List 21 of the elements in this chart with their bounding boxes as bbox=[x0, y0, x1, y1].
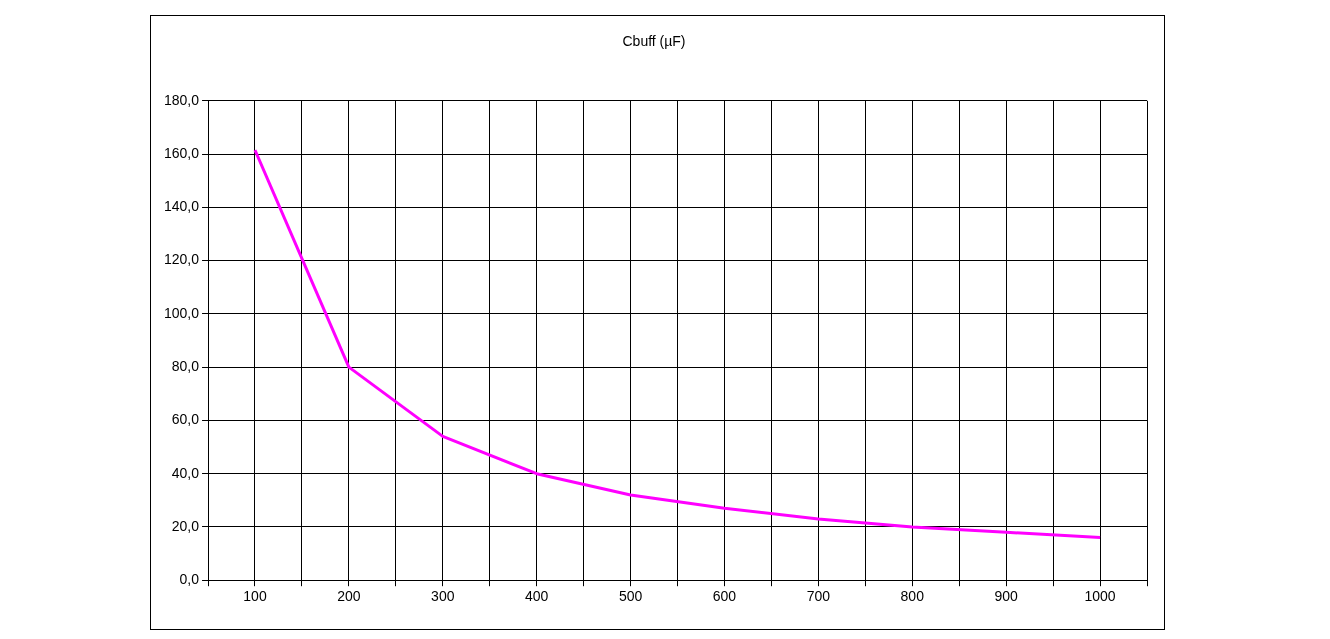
y-tick-label: 60,0 bbox=[171, 411, 200, 428]
x-tick-label: 200 bbox=[337, 588, 361, 605]
y-tick-label: 180,0 bbox=[163, 91, 200, 108]
y-tick-label: 120,0 bbox=[163, 251, 200, 268]
x-tick-label: 100 bbox=[243, 588, 267, 605]
y-tick-label: 0,0 bbox=[179, 571, 200, 588]
x-tick-label: 900 bbox=[994, 588, 1019, 605]
y-tick-label: 40,0 bbox=[171, 464, 200, 481]
x-tick-label: 600 bbox=[712, 588, 737, 605]
y-tick-label: 140,0 bbox=[163, 198, 200, 215]
y-tick-label: 100,0 bbox=[163, 304, 200, 321]
y-tick-label: 160,0 bbox=[163, 144, 200, 161]
x-tick-label: 300 bbox=[431, 588, 455, 605]
y-tick-label: 80,0 bbox=[171, 357, 200, 374]
x-tick-label: 500 bbox=[618, 588, 643, 605]
y-tick-label: 20,0 bbox=[171, 517, 200, 534]
chart-title: Cbuff (µF) bbox=[622, 33, 686, 50]
x-tick-label: 700 bbox=[806, 588, 831, 605]
x-tick-label: 1000 bbox=[1084, 588, 1116, 605]
x-tick-label: 400 bbox=[524, 588, 549, 605]
x-tick-label: 800 bbox=[900, 588, 925, 605]
